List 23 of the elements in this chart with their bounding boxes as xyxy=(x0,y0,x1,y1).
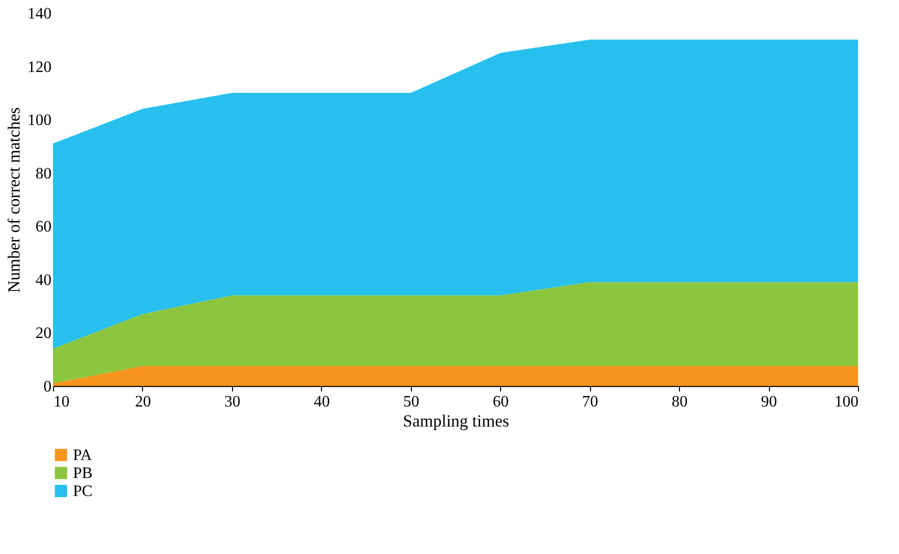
y-tick-label: 20 xyxy=(36,325,52,342)
x-tick-label: 100 xyxy=(834,394,858,410)
y-tick-label: 120 xyxy=(28,58,52,76)
legend-label: PC xyxy=(73,483,93,500)
y-tick-label: 100 xyxy=(28,112,52,130)
x-tick-label: 20 xyxy=(134,394,151,410)
y-tick-label: 40 xyxy=(36,272,52,289)
y-tick-label: 80 xyxy=(36,165,52,182)
x-tick-label: 10 xyxy=(54,394,70,410)
x-tick-label: 40 xyxy=(314,394,330,410)
y-tick-label: 140 xyxy=(28,6,52,22)
x-tick-label: 30 xyxy=(224,394,240,410)
x-axis-title: Sampling times xyxy=(402,412,510,430)
x-tick-label: 50 xyxy=(403,394,420,410)
legend-label: PA xyxy=(73,447,92,464)
x-tick-label: 70 xyxy=(582,394,598,410)
y-axis-title: Number of correct matches xyxy=(4,107,24,293)
y-tick-label: 60 xyxy=(36,218,52,236)
legend-label: PB xyxy=(73,465,93,482)
x-tick-label: 80 xyxy=(672,394,688,410)
x-tick-label: 90 xyxy=(761,394,778,410)
y-tick-label: 0 xyxy=(44,378,52,396)
x-tick-label: 60 xyxy=(492,394,509,410)
